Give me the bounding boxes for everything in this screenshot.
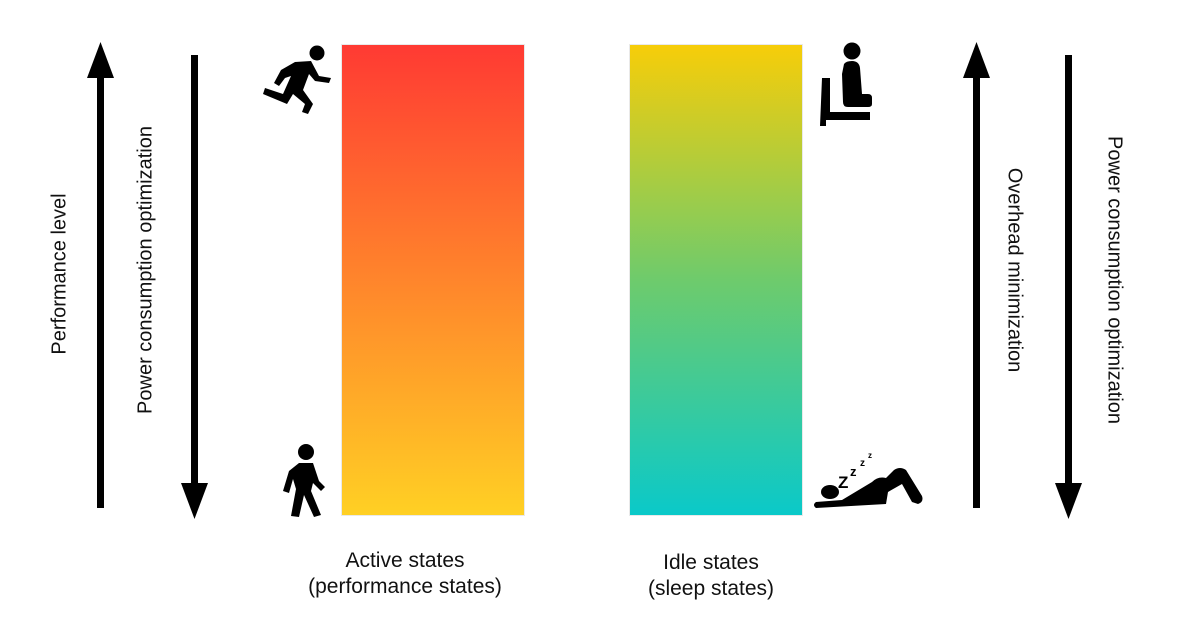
performance-level-up-arrow xyxy=(87,42,114,508)
walking-person-icon xyxy=(283,444,325,517)
idle-states-caption-line1: Idle states xyxy=(663,551,759,574)
right-power-optimization-label: Power consumption optimization xyxy=(1103,136,1126,424)
idle-states-caption: Idle states (sleep states) xyxy=(648,550,774,602)
overhead-minimization-label: Overhead minimization xyxy=(1003,167,1026,373)
sleep-zzz-text: Z z z z xyxy=(838,451,872,492)
left-power-optimization-down-arrow xyxy=(181,55,208,519)
active-states-caption-line1: Active states xyxy=(345,549,465,572)
overhead-minimization-up-arrow xyxy=(963,42,990,508)
idle-states-caption-line2: (sleep states) xyxy=(647,577,775,600)
right-power-optimization-down-arrow xyxy=(1055,55,1082,519)
sitting-person-icon xyxy=(820,42,872,126)
left-power-optimization-label: Power consumption optimization xyxy=(134,126,157,414)
active-states-caption-line2: (performance states) xyxy=(308,575,502,598)
active-states-caption: Active states (performance states) xyxy=(308,548,502,600)
performance-level-label: Performance level xyxy=(48,193,71,355)
running-person-icon xyxy=(263,45,331,114)
active-states-gradient-bar xyxy=(341,44,525,516)
sleeping-person-icon: Z z z z xyxy=(814,451,923,508)
idle-states-gradient-bar xyxy=(629,44,803,516)
